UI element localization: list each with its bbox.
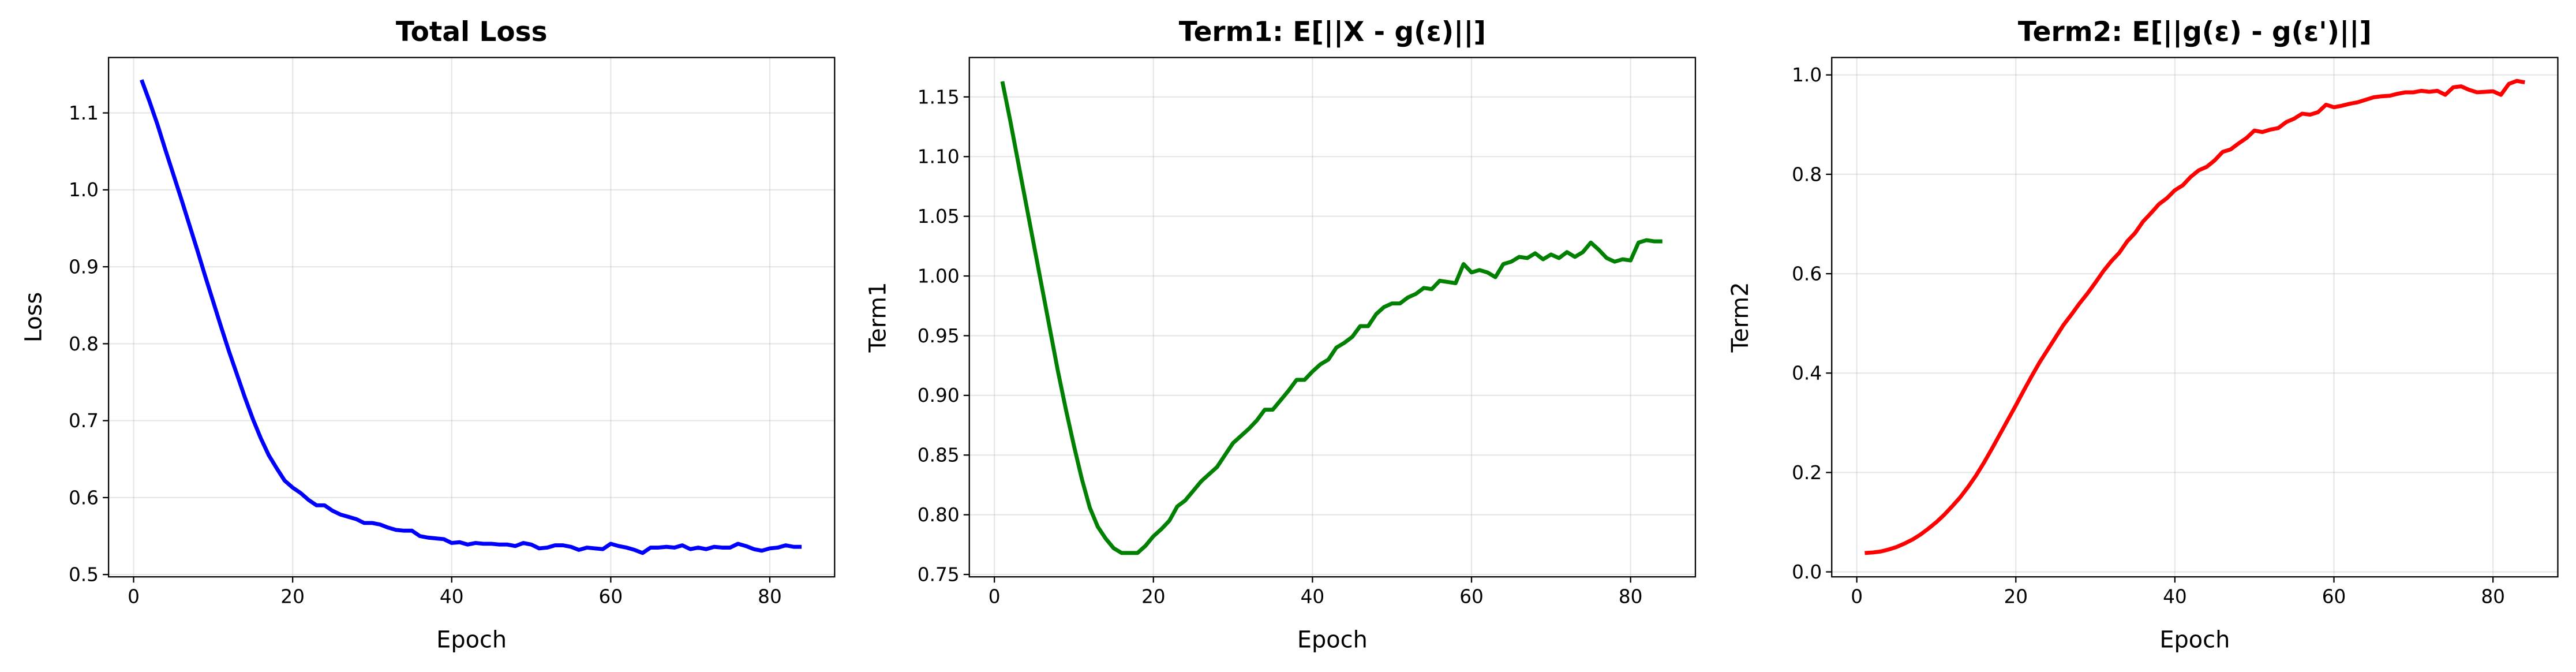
- x-tick-label: 0: [989, 586, 1001, 608]
- chart-title: Term1: E[||X - g(ε)||]: [1179, 16, 1486, 48]
- axes-frame: [968, 57, 1697, 578]
- x-tick-label: 0: [128, 586, 140, 608]
- x-tick-label: 80: [758, 586, 782, 608]
- x-tick-label: 40: [1301, 586, 1325, 608]
- line: [1864, 79, 2525, 555]
- y-tick-label: 0.75: [918, 563, 960, 585]
- axes-frame: [107, 57, 836, 578]
- y-axis-label: Loss: [20, 292, 47, 342]
- axes-frame: [1831, 57, 2559, 578]
- x-tick-label: 60: [2322, 586, 2346, 608]
- y-tick-label: 0.80: [918, 504, 960, 526]
- y-tick-label: 0.0: [1792, 561, 1822, 583]
- y-tick-label: 0.8: [1792, 163, 1822, 185]
- y-tick-label: 1.0: [1792, 64, 1822, 86]
- x-tick-label: 20: [2004, 586, 2028, 608]
- y-tick-label: 0.9: [69, 256, 99, 278]
- y-tick-label: 0.4: [1792, 363, 1822, 384]
- y-tick-label: 1.15: [918, 86, 960, 108]
- y-tick-label: 0.85: [918, 445, 960, 466]
- y-tick-label: 1.1: [69, 102, 99, 124]
- x-tick-label: 80: [1619, 586, 1643, 608]
- chart-title: Term2: E[||g(ε) - g(ε')||]: [2018, 16, 2372, 48]
- y-tick-label: 1.0: [69, 179, 99, 201]
- y-tick-label: 0.7: [69, 410, 99, 432]
- x-tick-label: 40: [2163, 586, 2187, 608]
- y-tick-label: 0.6: [1792, 263, 1822, 285]
- line: [140, 79, 802, 555]
- y-tick-label: 1.05: [918, 206, 960, 227]
- y-tick-label: 0.6: [69, 487, 99, 509]
- y-tick-label: 0.90: [918, 384, 960, 406]
- y-tick-label: 0.2: [1792, 462, 1822, 484]
- x-tick-label: 80: [2481, 586, 2505, 608]
- x-tick-label: 60: [1459, 586, 1484, 608]
- chart-title: Total Loss: [396, 16, 548, 48]
- y-axis-label: Term2: [1727, 282, 1754, 353]
- x-tick-label: 40: [440, 586, 464, 608]
- line: [1000, 81, 1663, 555]
- y-tick-label: 1.10: [918, 146, 960, 168]
- x-axis-label: Epoch: [1297, 627, 1368, 654]
- x-axis-label: Epoch: [2159, 627, 2230, 654]
- x-tick-label: 60: [599, 586, 623, 608]
- x-tick-label: 20: [1141, 586, 1166, 608]
- y-tick-label: 0.8: [69, 333, 99, 355]
- y-tick-label: 1.00: [918, 265, 960, 287]
- x-axis-label: Epoch: [436, 627, 507, 654]
- x-tick-label: 0: [1851, 586, 1863, 608]
- y-tick-label: 0.95: [918, 325, 960, 347]
- y-tick-label: 0.5: [69, 564, 99, 586]
- x-tick-label: 20: [280, 586, 305, 608]
- y-axis-label: Term1: [865, 282, 892, 353]
